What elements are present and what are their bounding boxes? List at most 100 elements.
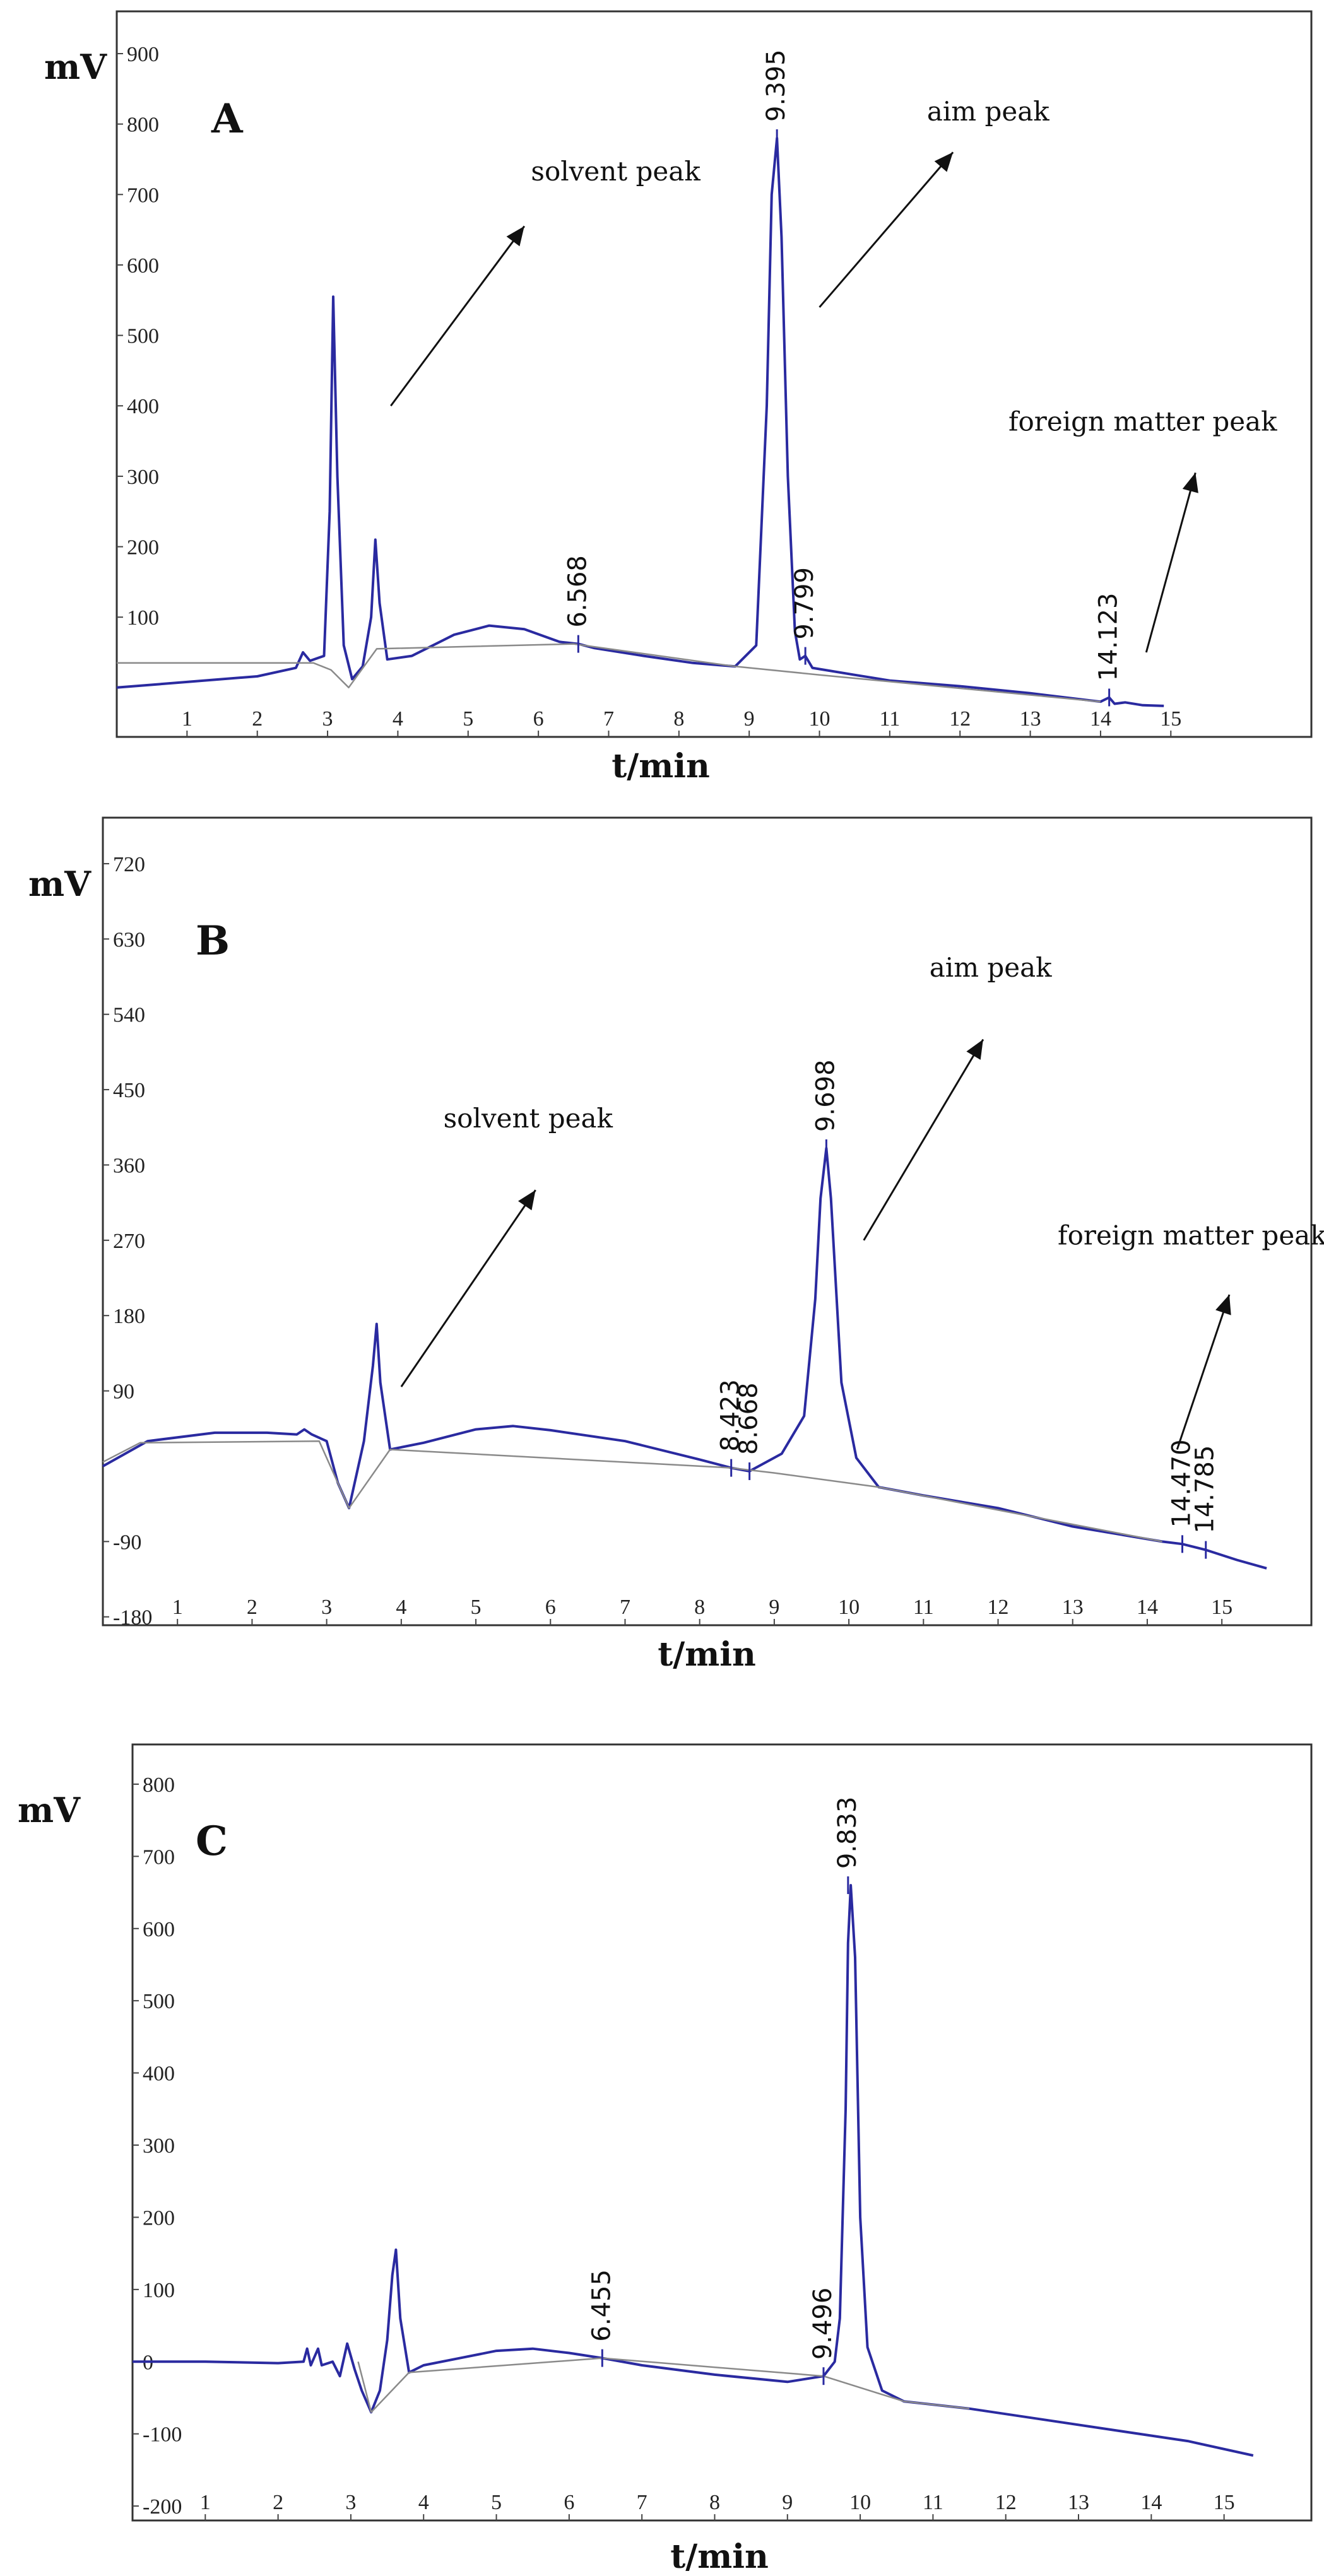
panel-a-x-tick-label: 5 <box>463 707 473 731</box>
panel-b-annotation-arrowhead <box>1215 1295 1231 1315</box>
panel-a-annotation-arrowhead <box>934 152 954 172</box>
panel-b-peak-label: 8.668 <box>735 1382 764 1455</box>
panel-a-frame <box>115 10 1313 738</box>
panel-b-signal-line <box>102 1146 1267 1570</box>
panel-b-x-tick-label: 8 <box>694 1596 705 1619</box>
panel-c-x-label: t/min <box>670 2538 769 2576</box>
panel-a-peak-label: 9.395 <box>762 49 791 122</box>
panel-b-annotation-arrow-line <box>400 1189 536 1387</box>
panel-b-annotation-arrow-line <box>863 1038 984 1241</box>
panel-a-x-tick-label: 1 <box>182 707 192 731</box>
panel-a-x-tick-label: 3 <box>322 707 333 731</box>
panel-a-x-tick-label: 9 <box>744 707 755 731</box>
panel-c: mV C t/min 1 2 3 4 5 6 7 8 9 10 11 12 13 14 15-200-100… <box>18 1743 1313 2576</box>
panel-b-y-tick-label: -90 <box>113 1531 141 1554</box>
panel-a-x-tick-label: 6 <box>533 707 544 731</box>
panel-c-x-tick-label: 1 <box>200 2491 211 2514</box>
panel-c-y-tick-label: 200 <box>143 2206 175 2230</box>
panel-c-y-tick-label: 700 <box>143 1845 175 1869</box>
panel-a-y-tick-label: 900 <box>127 43 159 66</box>
panel-b-x-tick-label: 10 <box>838 1596 860 1619</box>
panel-b-x-tick-label: 1 <box>172 1596 183 1619</box>
panel-c-y-tick-label: 500 <box>143 1990 175 2013</box>
panel-a-annotation-arrow-line <box>819 151 954 308</box>
panel-c-y-tick-label: -200 <box>143 2495 182 2519</box>
panel-c-x-tick-label: 8 <box>709 2491 720 2514</box>
panel-b-y-tick-label: 450 <box>113 1079 145 1102</box>
panel-a-annotation-label: solvent peak <box>531 156 700 187</box>
panel-a-y-tick-label: 500 <box>127 325 159 348</box>
panel-c-plot: 1 2 3 4 5 6 7 8 9 10 11 12 13 14 15-200-10001002003004… <box>133 1773 1254 2520</box>
panel-c-peak-label: 6.455 <box>587 2269 616 2342</box>
panel-b-letter: B <box>196 917 230 965</box>
panel-a-letter: A <box>211 95 244 143</box>
panel-b-x-tick-label: 11 <box>913 1596 934 1619</box>
panel-b-x-tick-label: 14 <box>1137 1596 1158 1619</box>
panel-b-x-tick-label: 3 <box>321 1596 332 1619</box>
panel-b-annotation-label: aim peak <box>930 952 1052 983</box>
panel-b-y-tick-label: 630 <box>113 928 145 951</box>
panel-a-annotation-label: aim peak <box>927 96 1049 127</box>
panel-c-x-tick-label: 4 <box>418 2491 429 2514</box>
panel-a: mV A t/min 1 2 3 4 5 6 7 8 9 10 11 12 13 14 1510020030… <box>44 10 1313 785</box>
panel-b-x-label: t/min <box>658 1635 756 1674</box>
panel-a-y-unit: mV <box>44 47 107 87</box>
panel-a-annotation-label: foreign matter peak <box>1008 406 1277 437</box>
panel-b-x-tick-label: 6 <box>545 1596 556 1619</box>
panel-b-x-tick-label: 7 <box>620 1596 630 1619</box>
panel-b-y-tick-label: 540 <box>113 1004 145 1027</box>
panel-c-x-tick-label: 13 <box>1068 2491 1089 2514</box>
panel-a-annotation-arrowhead <box>506 226 524 247</box>
panel-c-x-tick-label: 2 <box>273 2491 283 2514</box>
panel-b-y-tick-label: 360 <box>113 1154 145 1177</box>
panel-a-peak-label: 6.568 <box>563 555 592 628</box>
panel-a-x-tick-label: 7 <box>603 707 614 731</box>
panel-a-annotation-arrow-line <box>1145 472 1197 653</box>
panel-c-y-tick-label: 300 <box>143 2134 175 2158</box>
panel-b-y-tick-label: 180 <box>113 1305 145 1328</box>
panel-c-peak-label: 9.833 <box>833 1797 862 1869</box>
panel-b-peak-label: 8.423 <box>716 1379 745 1452</box>
panel-c-y-unit: mV <box>18 1790 81 1830</box>
panel-a-y-tick-label: 100 <box>127 606 159 630</box>
panel-c-x-tick-label: 7 <box>637 2491 647 2514</box>
panel-a-y-tick-label: 300 <box>127 466 159 489</box>
panel-a-signal-line <box>116 137 1164 707</box>
panel-c-x-tick-label: 3 <box>345 2491 356 2514</box>
panel-b-peak-label: 14.470 <box>1167 1439 1196 1527</box>
panel-c-x-tick-label: 15 <box>1214 2491 1235 2514</box>
panel-c-signal-line <box>133 1884 1254 2457</box>
panel-c-x-tick-label: 14 <box>1140 2491 1162 2514</box>
panel-a-peak-label: 9.799 <box>790 567 819 640</box>
panel-a-y-tick-label: 700 <box>127 184 159 207</box>
panel-a-annotation-arrowhead <box>1182 473 1198 493</box>
panel-a-y-tick-label: 400 <box>127 395 159 418</box>
panel-b-y-tick-label: 270 <box>113 1230 145 1253</box>
panel-c-peak-label: 9.496 <box>808 2288 837 2360</box>
panel-b-y-tick-label: -180 <box>113 1606 152 1630</box>
panel-b-frame <box>102 816 1313 1626</box>
panel-c-x-tick-label: 6 <box>564 2491 574 2514</box>
panel-a-x-tick-label: 12 <box>949 707 971 731</box>
panel-b-x-tick-label: 12 <box>988 1596 1009 1619</box>
panel-a-x-tick-label: 8 <box>673 707 684 731</box>
panel-b-x-tick-label: 5 <box>471 1596 482 1619</box>
panel-b-peak-label: 14.785 <box>1191 1445 1220 1534</box>
panel-c-x-tick-label: 5 <box>491 2491 502 2514</box>
panel-b-annotation-label: foreign matter peak <box>1058 1220 1324 1250</box>
panel-b-x-tick-label: 15 <box>1211 1596 1232 1619</box>
panel-b-plot: 1 2 3 4 5 6 7 8 9 10 11 12 13 14 15-180-90901802703604… <box>102 853 1324 1630</box>
panel-b-x-tick-label: 2 <box>247 1596 257 1619</box>
panel-c-y-tick-label: 800 <box>143 1773 175 1797</box>
panel-b-annotation-arrowhead <box>966 1039 983 1060</box>
panel-a-plot: 1 2 3 4 5 6 7 8 9 10 11 12 13 14 151002003004005006007… <box>116 43 1277 737</box>
panel-a-x-tick-label: 10 <box>809 707 830 731</box>
panel-b-peak-label: 9.698 <box>811 1059 840 1132</box>
panel-a-x-tick-label: 11 <box>880 707 901 731</box>
panel-b-y-tick-label: 90 <box>113 1380 134 1404</box>
panel-a-x-tick-label: 2 <box>252 707 263 731</box>
panel-c-y-tick-label: 600 <box>143 1918 175 1941</box>
panel-b-annotation-arrow-line <box>1176 1294 1231 1450</box>
panel-b-annotation-arrowhead <box>517 1190 536 1211</box>
